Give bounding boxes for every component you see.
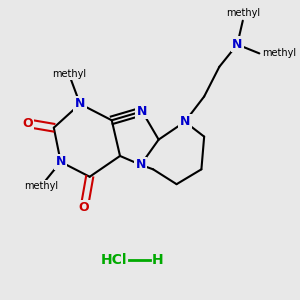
Text: N: N [136,158,146,171]
Text: HCl: HCl [100,253,127,267]
Text: methyl: methyl [226,8,260,18]
Text: H: H [152,253,164,267]
Text: N: N [56,155,66,168]
Text: O: O [22,117,33,130]
Text: N: N [75,98,85,110]
Text: methyl: methyl [24,181,58,191]
Text: methyl: methyl [52,69,86,79]
Text: methyl: methyl [262,48,296,59]
Text: N: N [137,105,147,118]
Text: O: O [79,202,89,214]
Text: N: N [232,38,242,51]
Text: N: N [180,115,190,128]
